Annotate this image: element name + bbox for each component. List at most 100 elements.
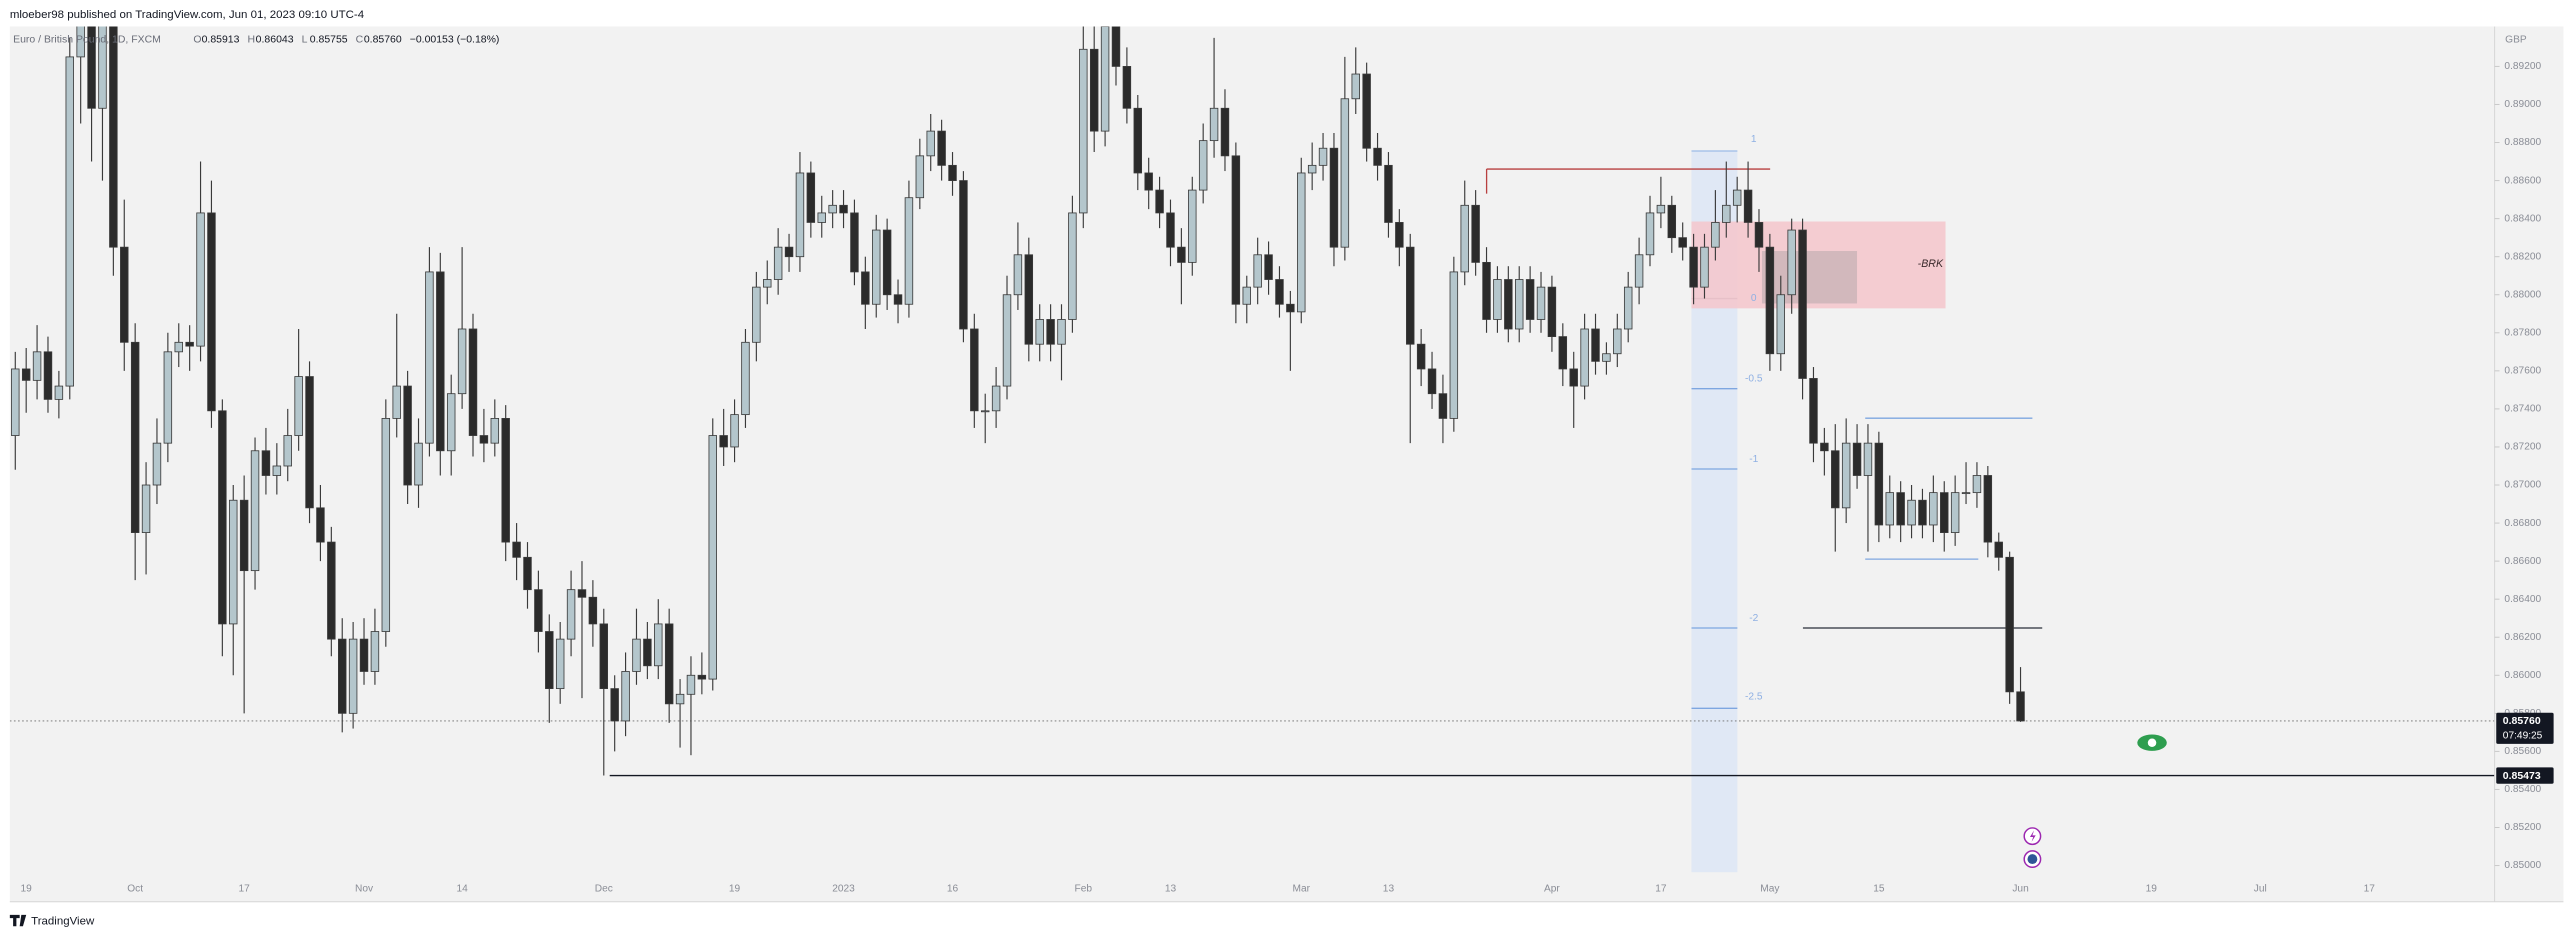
footer-brand: TradingView <box>31 915 95 927</box>
candle-body <box>1656 204 1666 214</box>
candle-body <box>1613 328 1622 355</box>
candle-body <box>1471 204 1480 263</box>
y-tick-label: 0.85400 <box>2504 784 2541 795</box>
candle-body <box>1493 279 1502 320</box>
candle-body <box>490 418 500 444</box>
candle-body <box>741 341 750 416</box>
x-tick-label: Oct <box>127 883 143 894</box>
candle-body <box>1035 319 1044 345</box>
candle-body <box>1569 368 1578 387</box>
candle-body <box>1623 286 1633 330</box>
candle-body <box>1188 189 1197 263</box>
candle-body <box>141 484 151 533</box>
candle-body <box>806 172 816 223</box>
candle-body <box>664 623 674 705</box>
candle-body <box>850 212 859 273</box>
breaker-box <box>1761 251 1858 304</box>
y-tick-label: 0.86000 <box>2504 670 2541 681</box>
candle-body <box>773 246 783 280</box>
footer-logo <box>9 914 27 927</box>
x-tick-label: Mar <box>1293 883 1311 894</box>
x-tick-label: Dec <box>595 883 613 894</box>
candle-body <box>1166 212 1175 248</box>
legend-symbol: Euro / British Pound, 1D, FXCM <box>13 34 161 45</box>
y-tick-label: 0.87800 <box>2504 327 2541 338</box>
x-tick-label: 19 <box>729 883 741 894</box>
candle-body <box>545 631 554 690</box>
candle-body <box>348 638 358 714</box>
candle-body <box>1536 286 1546 320</box>
candle-body <box>1994 541 2003 558</box>
candle-body <box>1558 336 1568 370</box>
candle-body <box>882 229 892 296</box>
candle-body <box>1918 499 1927 526</box>
candle-body <box>719 435 728 448</box>
candle-body <box>566 589 576 640</box>
candle-body <box>1231 155 1241 305</box>
candle-body <box>1711 222 1720 248</box>
candle-body <box>1340 98 1350 248</box>
candle-body <box>1264 254 1273 280</box>
candle-body <box>1242 286 1251 305</box>
candle-body <box>1700 246 1709 288</box>
candle-body <box>1983 475 1993 543</box>
level-price-box <box>2496 767 2554 784</box>
currency-label: GBP <box>2505 34 2527 45</box>
candle-body <box>425 271 434 444</box>
candle-body <box>43 351 53 400</box>
candle-body <box>730 414 739 448</box>
breaker-label: -BRK <box>1918 258 1944 270</box>
x-tick-label: 16 <box>947 883 959 894</box>
x-tick-label: May <box>1760 883 1780 894</box>
legend-value: 0.86043 <box>256 34 294 45</box>
candle-body <box>610 688 619 722</box>
candle-body <box>1547 286 1557 338</box>
candle-body <box>1057 319 1066 345</box>
candle-body <box>392 385 401 419</box>
x-tick-label: 13 <box>1383 883 1395 894</box>
candle-body <box>294 376 303 436</box>
candle-body <box>261 450 271 476</box>
candle-body <box>130 341 140 533</box>
candle-body <box>1068 212 1077 320</box>
y-tick-label: 0.87400 <box>2504 404 2541 415</box>
candle-body <box>1351 73 1360 100</box>
candle-body <box>1198 140 1208 191</box>
candle-body <box>436 271 445 452</box>
legend-value: 0.85913 <box>202 34 240 45</box>
candle-body <box>305 376 314 509</box>
candle-body <box>980 410 990 413</box>
candle-body <box>534 589 543 632</box>
candle-body <box>1089 48 1099 132</box>
candle-body <box>1002 294 1012 387</box>
legend-value: 0.85760 <box>364 34 402 45</box>
candle-body <box>1416 343 1426 370</box>
x-tick-label: 17 <box>238 883 250 894</box>
candle-body <box>1765 246 1775 355</box>
candle-body <box>1253 254 1262 288</box>
candle-body <box>893 294 903 305</box>
candle-body <box>763 279 772 288</box>
candle-body <box>1427 368 1437 395</box>
candle-body <box>1275 279 1284 305</box>
candle-body <box>32 351 42 381</box>
candle-body <box>991 385 1001 412</box>
candle-body <box>1809 378 1818 444</box>
candle-body <box>970 328 979 412</box>
candle-body <box>784 246 794 258</box>
y-tick-label: 0.88400 <box>2504 213 2541 224</box>
candle-body <box>1940 492 1949 533</box>
candle-body <box>839 204 848 214</box>
legend: Euro / British Pound, 1D, FXCM O 0.85913 H 0… <box>13 34 499 45</box>
candle-body <box>926 130 935 157</box>
x-tick-label: Jun <box>2012 883 2028 894</box>
candle-body <box>1362 73 1371 149</box>
x-tick-label: 19 <box>2146 883 2158 894</box>
legend-key: H <box>247 34 255 45</box>
last-price-label: 0.85760 <box>2503 716 2541 727</box>
candle-body <box>11 368 20 436</box>
candle-body <box>229 499 238 625</box>
candle-body <box>1776 294 1786 355</box>
candle-body <box>1046 319 1055 345</box>
earnings-icon-dot <box>2027 854 2038 865</box>
